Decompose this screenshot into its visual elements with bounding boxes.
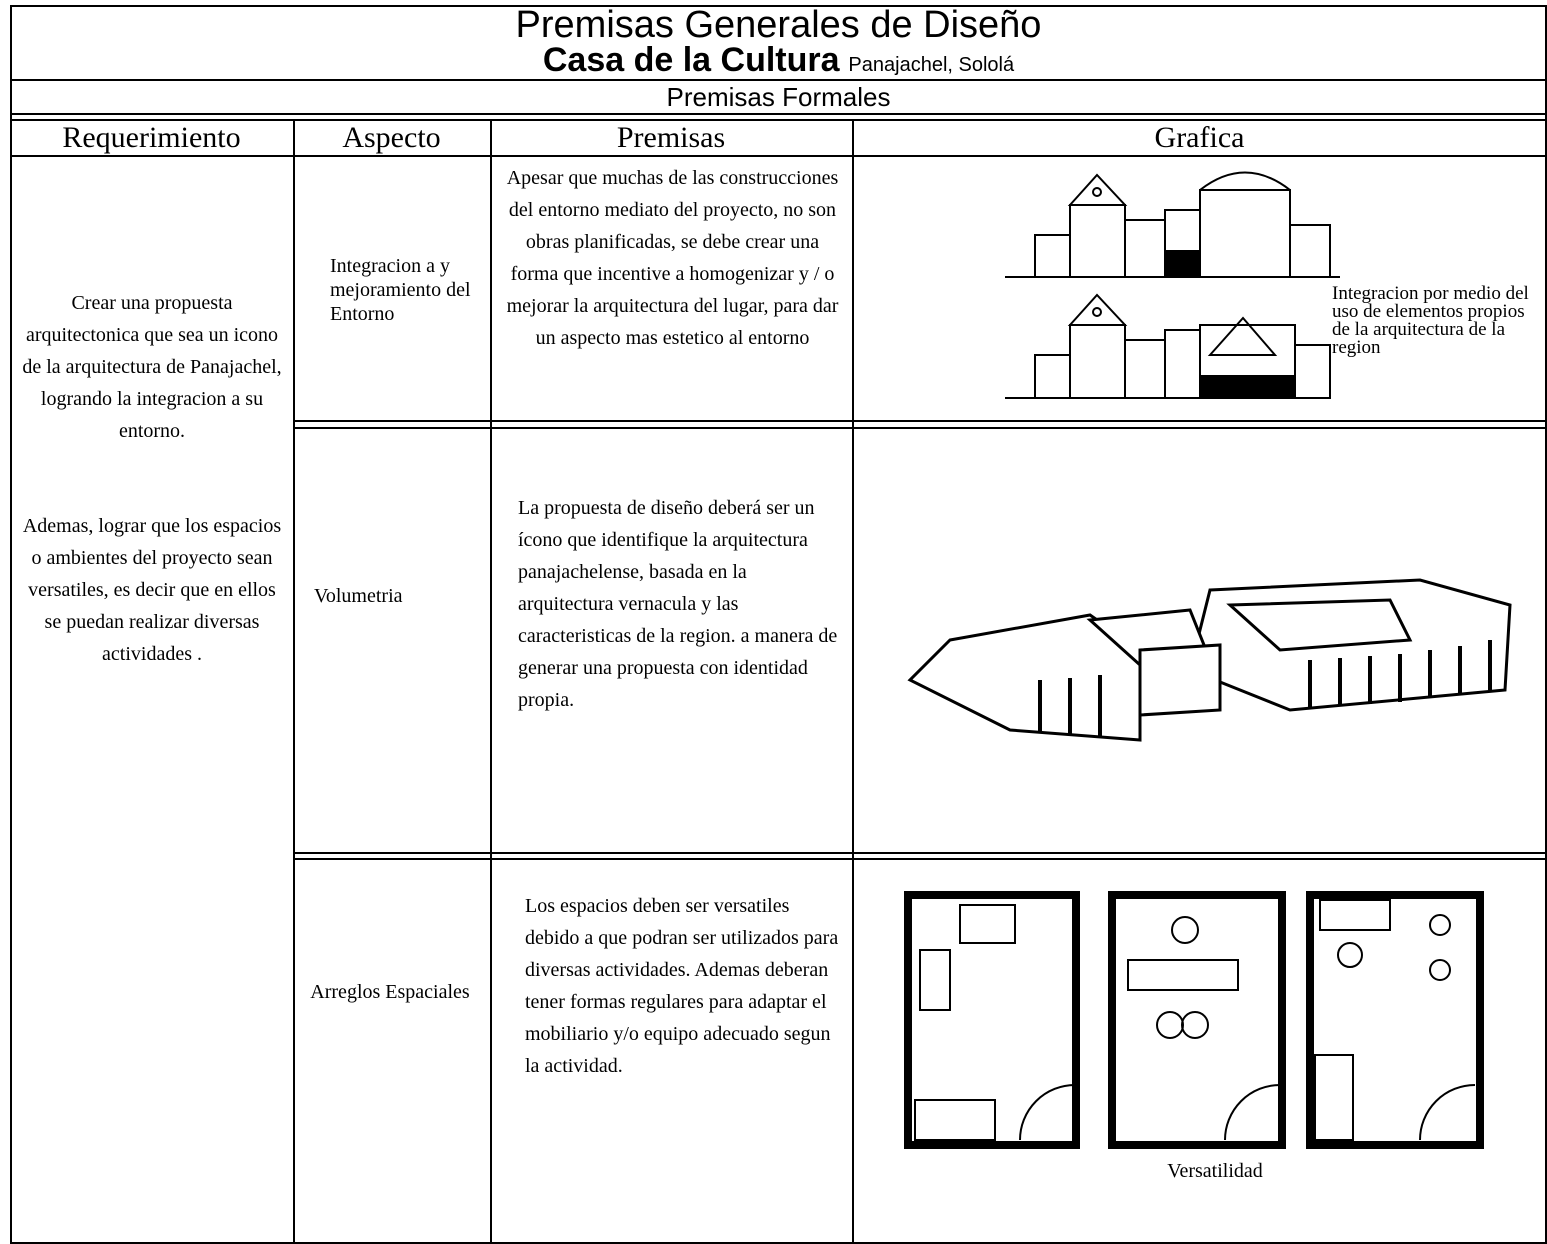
column-header: Aspecto xyxy=(342,121,441,154)
premise: Apesar que muchas de las construcciones … xyxy=(506,167,839,349)
aspect: Volumetria xyxy=(314,585,403,607)
frame xyxy=(10,5,1547,1244)
premise: La propuesta de diseño deberá ser un íco… xyxy=(518,497,838,711)
aspect: Integracion a y mejoramiento del Entorno xyxy=(330,255,471,325)
rule xyxy=(10,79,1547,81)
graphic-note: Versatilidad xyxy=(1167,1160,1263,1182)
row-line xyxy=(293,427,1547,429)
volumetry-drawing xyxy=(907,578,1512,742)
requirement: Crear una propuesta arquitectonica que s… xyxy=(22,292,282,442)
col-line xyxy=(293,119,295,1244)
location: Panajachel, Sololá xyxy=(848,54,1015,76)
subtitle-line: Casa de la Cultura Panajachel, Sololá xyxy=(10,42,1547,85)
rule xyxy=(10,155,1547,157)
row-line xyxy=(293,852,1547,854)
floor-plans xyxy=(904,891,1484,1149)
rule xyxy=(10,113,1547,115)
row-line xyxy=(293,420,1547,422)
section: Premisas Formales xyxy=(666,82,891,112)
col-line xyxy=(852,119,854,1244)
title: Premisas Generales de Diseño xyxy=(515,4,1042,46)
column-header: Premisas xyxy=(616,121,726,154)
buildings-drawing xyxy=(1005,171,1340,399)
premise: Los espacios deben ser versatiles debido… xyxy=(525,895,839,1077)
col-line xyxy=(490,119,492,1244)
subtitle: Casa de la Cultura xyxy=(542,41,840,79)
aspect: Arreglos Espaciales xyxy=(310,981,470,1003)
rule xyxy=(10,119,1547,121)
column-header: Requerimiento xyxy=(62,121,241,154)
graphic-note: Integracion por medio del uso de element… xyxy=(1332,283,1529,358)
column-header: Grafica xyxy=(1154,121,1245,154)
requirement: Ademas, lograr que los espacios o ambien… xyxy=(22,515,282,665)
row-line xyxy=(293,858,1547,860)
